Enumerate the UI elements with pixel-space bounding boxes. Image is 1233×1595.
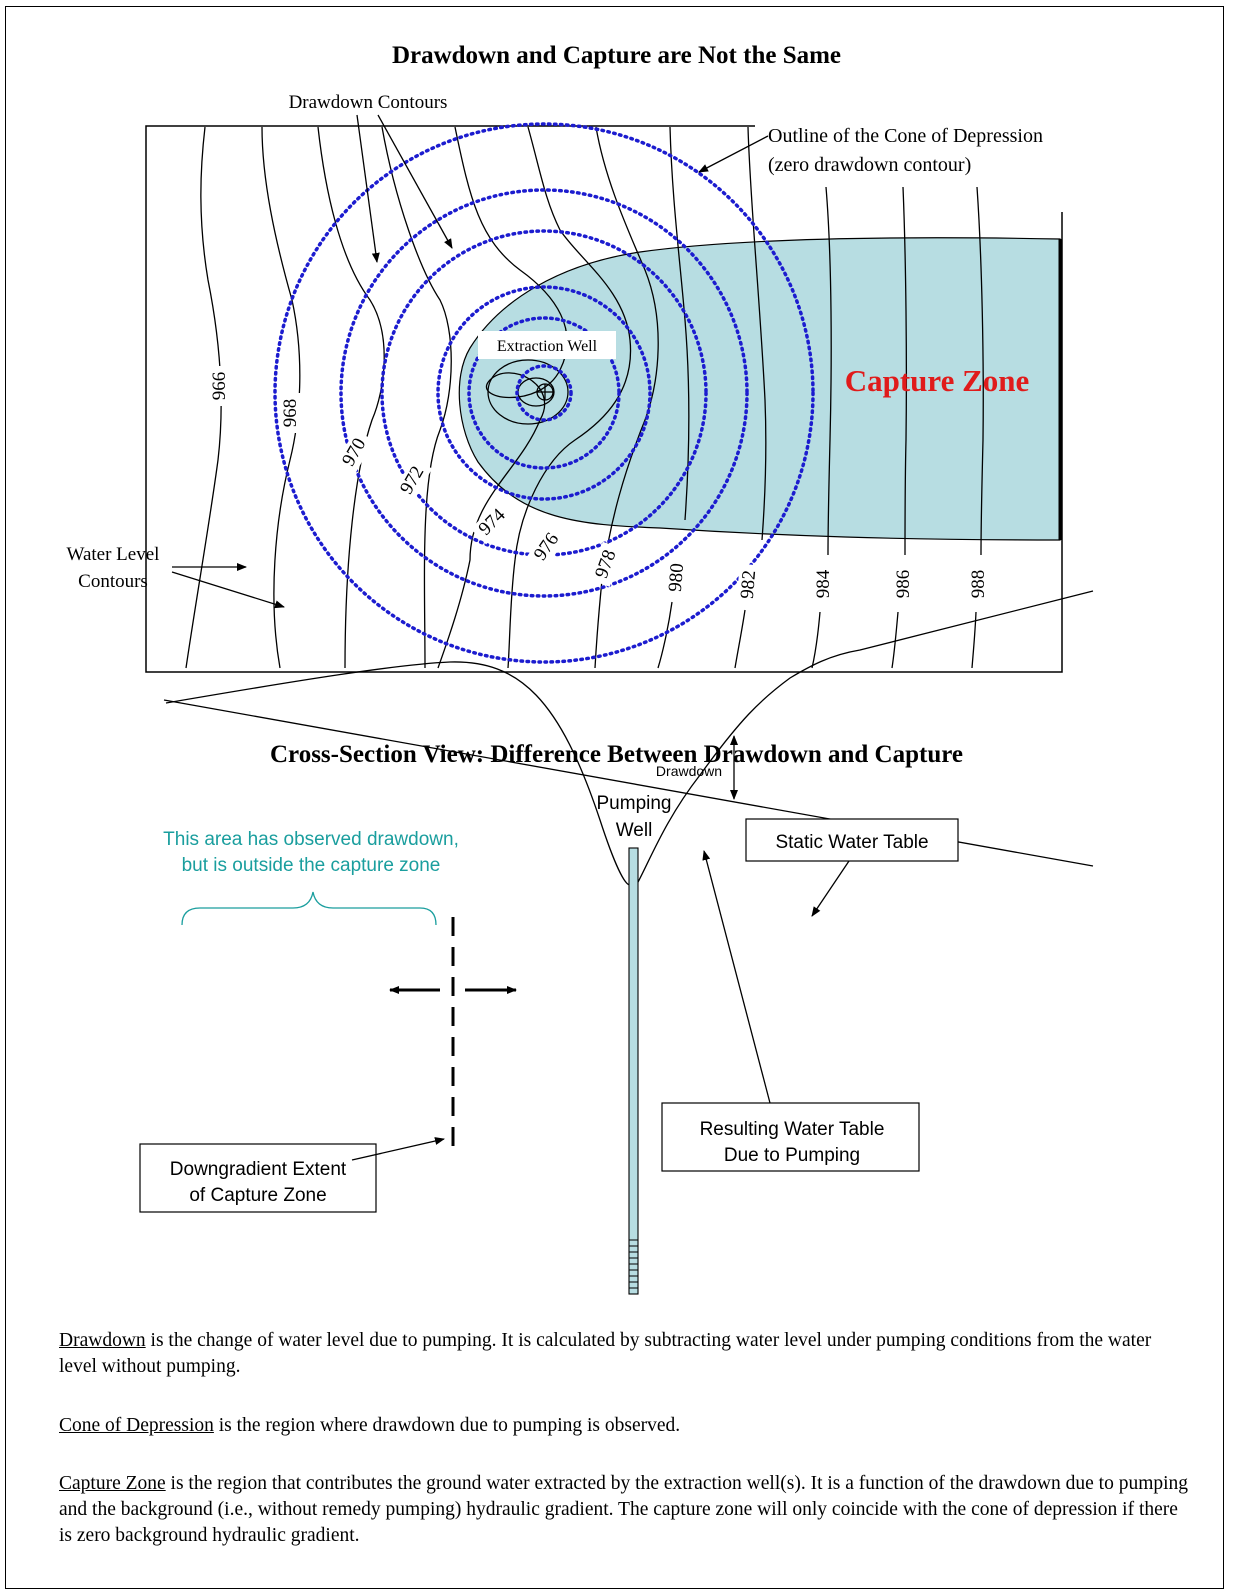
contour-label: 982 (737, 569, 760, 599)
definition-text: is the region that contributes the groun… (59, 1473, 1189, 1546)
water-level-label-line1: Water Level (67, 544, 160, 565)
definition-text: is the region where drawdown due to pump… (213, 1415, 681, 1436)
arrow-drawdown-1 (356, 114, 380, 263)
contour-label: 966 (209, 372, 230, 401)
contour-974 (437, 126, 568, 669)
contour-980 (669, 126, 690, 521)
downgradient-label-line2: of Capture Zone (189, 1185, 326, 1206)
observed-label-line1: This area has observed drawdown, (163, 829, 459, 850)
definition-term: Cone of Depression (59, 1415, 214, 1436)
cone-outline-label-line2: (zero drawdown contour) (768, 154, 971, 176)
downgradient-label-line1: Downgradient Extent (170, 1159, 347, 1180)
contour-976 (507, 126, 632, 669)
arrow-downgradient (351, 1137, 445, 1161)
contour-labels: 966 968 970 972 974 976 978 980 982 984 … (209, 366, 990, 606)
drawdown-label: Drawdown (656, 763, 722, 779)
contour-label: 988 (968, 570, 989, 599)
contour-970 (317, 126, 385, 669)
resulting-label-line2: Due to Pumping (724, 1145, 860, 1166)
contour-label: 984 (813, 569, 834, 598)
drawdown-circle-6 (273, 122, 815, 664)
observed-brace (181, 891, 437, 926)
water-level-label-line2: Contours (78, 571, 148, 592)
downgradient-box (139, 1143, 377, 1213)
arrow-drawdown-2 (377, 114, 453, 249)
arrow-cone (698, 135, 769, 173)
contour-label: 980 (665, 562, 688, 592)
arrow-resulting (702, 850, 771, 1104)
arrow-water-2 (171, 571, 285, 609)
capture-zone-area (458, 237, 1061, 541)
contour-978 (594, 126, 659, 669)
contour-label: 968 (280, 399, 301, 428)
drawdown-contours-label: Drawdown Contours (289, 92, 448, 113)
cross-section-title: Cross-Section View: Difference Between D… (270, 741, 963, 768)
contour-986b (891, 611, 899, 669)
pumping-well-label-line1: Pumping (597, 793, 672, 814)
cross-section: Pumping Well Static Water Table This are… (139, 590, 1094, 1295)
contour-label: 986 (893, 570, 914, 599)
resulting-water-table-box (661, 1102, 920, 1172)
extraction-well-label: Extraction Well (497, 338, 598, 355)
plan-view-title: Drawdown and Capture are Not the Same (391, 42, 842, 69)
contour-988b (971, 611, 977, 669)
cone-outline-label-line1: Outline of the Cone of Depression (768, 125, 1043, 147)
capture-zone-label: Capture Zone (845, 363, 1030, 398)
page-frame (5, 6, 1224, 1589)
drawdown-circle-3 (436, 285, 652, 501)
resulting-water-table-line (165, 590, 1094, 886)
contour-982b (734, 609, 746, 669)
definition-text: is the change of water level due to pump… (59, 1330, 1152, 1377)
extraction-well-label-box (478, 331, 616, 359)
arrow-static (811, 860, 850, 917)
drawdown-circle-2 (467, 316, 621, 470)
contour-988 (976, 186, 984, 556)
resulting-label-line1: Resulting Water Table (700, 1119, 885, 1140)
drawdown-circle-5 (339, 188, 749, 598)
contour-986 (902, 186, 908, 556)
observed-label-line2: but is outside the capture zone (182, 855, 441, 876)
definition-term: Drawdown (59, 1330, 146, 1351)
definition-cone: Cone of Depression is the region where d… (59, 1413, 1189, 1439)
contour-982 (747, 126, 767, 541)
pumping-well-label-line2: Well (616, 820, 653, 841)
extraction-well-symbol (536, 383, 554, 401)
pumping-well (628, 847, 639, 1295)
contour-980b (657, 601, 673, 669)
well-screen (629, 1239, 638, 1289)
static-water-table-box (745, 818, 959, 862)
drawdown-circle-1 (515, 364, 573, 422)
map-border (145, 125, 1063, 673)
inner-contour-1 (487, 359, 569, 425)
plan-arrows (171, 114, 769, 609)
contour-984b (811, 611, 821, 669)
plan-view: Extraction Well Capture Zone 966 968 970… (67, 92, 1063, 673)
contour-984 (825, 186, 832, 556)
static-water-table-label: Static Water Table (775, 832, 928, 853)
definition-term: Capture Zone (59, 1473, 166, 1494)
contour-972 (381, 126, 452, 669)
definition-drawdown: Drawdown is the change of water level du… (59, 1328, 1189, 1380)
water-level-contours (185, 126, 984, 669)
definition-capture: Capture Zone is the region that contribu… (59, 1471, 1189, 1549)
